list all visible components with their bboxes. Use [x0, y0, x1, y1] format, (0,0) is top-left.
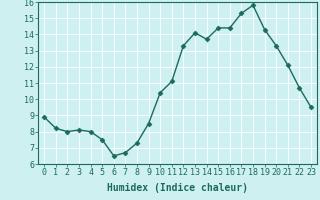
- X-axis label: Humidex (Indice chaleur): Humidex (Indice chaleur): [107, 183, 248, 193]
